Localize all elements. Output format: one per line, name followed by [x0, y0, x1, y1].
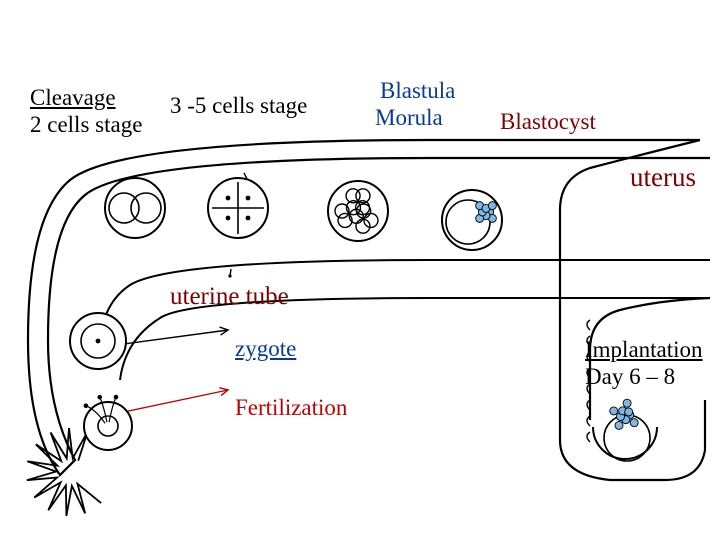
label-zygote: zygote — [235, 336, 296, 362]
stage-implantation — [593, 399, 657, 461]
stage-morula — [328, 181, 388, 241]
stage-two-cell — [105, 178, 165, 238]
label-uterus: uterus — [630, 162, 696, 193]
label-morula: Morula — [375, 105, 443, 131]
label-implantation1: Implantation — [585, 337, 703, 363]
label-uterine_tube: uterine tube — [170, 283, 289, 311]
label-implantation2: Day 6 – 8 — [585, 364, 675, 390]
label-blastula: Blastula — [380, 78, 455, 104]
label-cleavage: Cleavage — [30, 85, 116, 111]
label-three5: 3 -5 cells stage — [170, 93, 307, 119]
stage-blastocyst-tube — [442, 190, 502, 250]
label-two_cell: 2 cells stage — [30, 112, 142, 138]
stage-zygote — [70, 313, 126, 369]
label-fertilization: Fertilization — [235, 395, 347, 421]
stage-fertilization — [84, 395, 132, 450]
stage-four-cell — [208, 178, 268, 238]
embryo-diagram — [0, 0, 720, 540]
label-blastocyst: Blastocyst — [500, 109, 596, 135]
